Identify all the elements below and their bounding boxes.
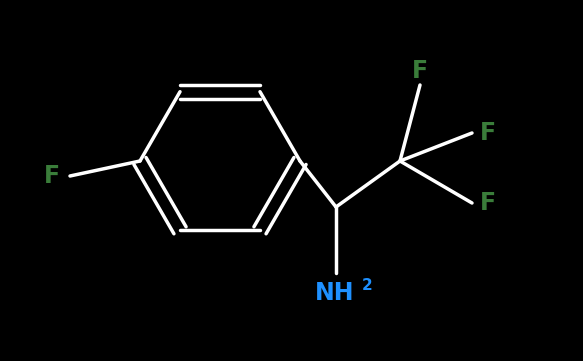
Text: NH: NH [315, 281, 354, 305]
Text: F: F [44, 164, 60, 188]
Text: F: F [412, 59, 428, 83]
Text: F: F [480, 191, 496, 215]
Text: 2: 2 [362, 278, 373, 292]
Text: F: F [480, 121, 496, 145]
